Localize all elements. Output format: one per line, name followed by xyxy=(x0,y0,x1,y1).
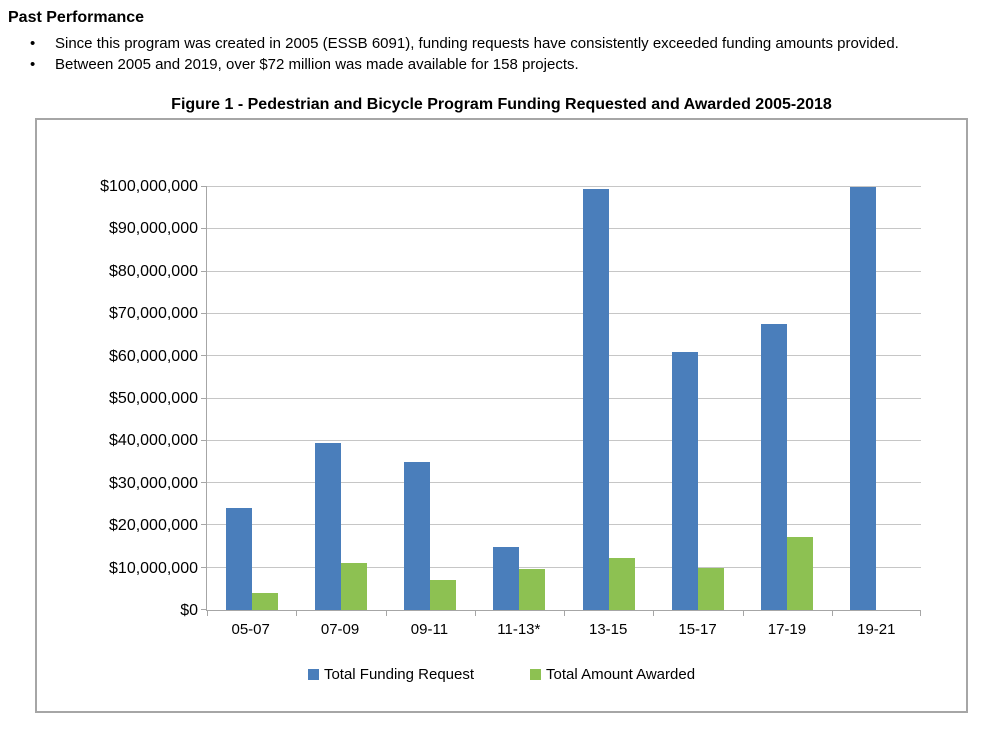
x-axis-tick xyxy=(296,610,298,616)
y-axis-label: $70,000,000 xyxy=(109,305,198,323)
bar-total-amount-awarded xyxy=(251,593,278,610)
y-axis-label: $10,000,000 xyxy=(109,559,198,577)
y-axis-tick xyxy=(201,439,207,441)
bar-total-amount-awarded xyxy=(430,580,457,610)
bullet-list: Since this program was created in 2005 (… xyxy=(0,33,980,75)
y-axis-tick xyxy=(201,312,207,314)
gridline xyxy=(207,270,921,272)
bar-total-amount-awarded xyxy=(787,536,814,610)
x-axis-tick xyxy=(474,610,476,616)
y-axis-tick xyxy=(201,228,207,230)
y-axis-label: $100,000,000 xyxy=(100,178,198,195)
x-axis-label: 09-11 xyxy=(410,621,449,638)
y-axis-tick xyxy=(201,524,207,526)
x-axis-tick xyxy=(385,610,387,616)
bar-group-05-07 xyxy=(207,187,296,610)
x-axis-tick xyxy=(207,610,208,616)
legend-item-total-funding-request: Total Funding Request xyxy=(307,666,475,683)
y-axis-tick xyxy=(201,186,207,187)
gridline xyxy=(207,397,921,399)
x-axis-tick xyxy=(653,610,655,616)
bullet-item: Since this program was created in 2005 (… xyxy=(0,33,980,54)
bar-total-funding-request xyxy=(404,461,431,610)
plot-area xyxy=(201,186,921,616)
x-axis-tick xyxy=(564,610,565,616)
bullet-item: Between 2005 and 2019, over $72 million … xyxy=(0,54,980,75)
bar-total-funding-request xyxy=(225,508,252,610)
x-axis-label: 11-13* xyxy=(497,621,541,638)
y-axis-tick xyxy=(201,566,207,568)
y-axis-label: $30,000,000 xyxy=(109,474,198,492)
x-axis-label: 19-21 xyxy=(857,621,896,638)
gridline xyxy=(207,439,921,441)
bar-group-17-19 xyxy=(743,187,832,610)
figure-title: Figure 1 - Pedestrian and Bicycle Progra… xyxy=(171,96,832,113)
gridline xyxy=(207,355,921,357)
bar-total-amount-awarded xyxy=(340,563,367,610)
x-axis-label: 07-09 xyxy=(320,621,360,638)
gridline xyxy=(207,312,921,314)
bar-total-funding-request xyxy=(761,324,788,610)
y-axis-tick xyxy=(201,355,207,357)
bar-group-09-11 xyxy=(386,187,475,610)
gridline xyxy=(207,566,921,568)
legend-label: Total Funding Request xyxy=(323,666,475,683)
y-axis-tick xyxy=(201,397,207,399)
bar-total-funding-request xyxy=(671,351,698,610)
gridline xyxy=(207,482,921,484)
bar-total-amount-awarded xyxy=(697,567,724,610)
x-axis-label: 17-19 xyxy=(767,621,807,638)
x-axis-label: 05-07 xyxy=(231,621,270,638)
bar-group-15-17 xyxy=(653,187,742,610)
bar-total-funding-request xyxy=(582,189,609,610)
gridline xyxy=(207,524,921,526)
bar-total-amount-awarded xyxy=(608,557,635,610)
bar-group-19-21 xyxy=(832,187,921,610)
legend-item-total-amount-awarded: Total Amount Awarded xyxy=(530,666,695,683)
bar-group-07-09 xyxy=(296,187,385,610)
section-heading: Past Performance xyxy=(8,9,145,26)
bar-total-funding-request xyxy=(314,442,341,610)
x-axis-label: 15-17 xyxy=(678,621,717,638)
y-axis-label: $20,000,000 xyxy=(109,517,198,535)
bar-total-amount-awarded xyxy=(519,568,546,610)
y-axis-label: $0 xyxy=(180,602,198,619)
chart-legend: Total Funding Request Total Amount Awarde… xyxy=(37,666,966,683)
legend-swatch-icon xyxy=(530,669,542,680)
x-axis-tick xyxy=(831,610,833,616)
y-axis-label: $60,000,000 xyxy=(109,347,198,365)
legend-label: Total Amount Awarded xyxy=(546,666,696,683)
x-axis-tick xyxy=(920,610,921,616)
bar-group-13-15 xyxy=(564,187,653,610)
y-axis-tick xyxy=(201,609,207,610)
gridline xyxy=(207,228,921,230)
legend-swatch-icon xyxy=(307,669,319,680)
y-axis-label: $50,000,000 xyxy=(109,390,198,407)
chart-container: $0 $10,000,000 $20,000,000 $30,000,000 $40,0… xyxy=(35,118,968,713)
y-axis-label: $90,000,000 xyxy=(109,220,198,238)
x-axis-label: 13-15 xyxy=(589,621,628,638)
y-axis-label: $80,000,000 xyxy=(109,262,198,280)
x-axis-tick xyxy=(742,610,744,616)
bar-total-funding-request xyxy=(493,546,520,610)
bar-total-funding-request xyxy=(850,187,877,610)
bar-group-11-13* xyxy=(475,187,564,610)
gridline xyxy=(207,186,921,187)
y-axis-label: $40,000,000 xyxy=(109,432,198,450)
y-axis-tick xyxy=(201,270,207,272)
y-axis-tick xyxy=(201,482,207,484)
